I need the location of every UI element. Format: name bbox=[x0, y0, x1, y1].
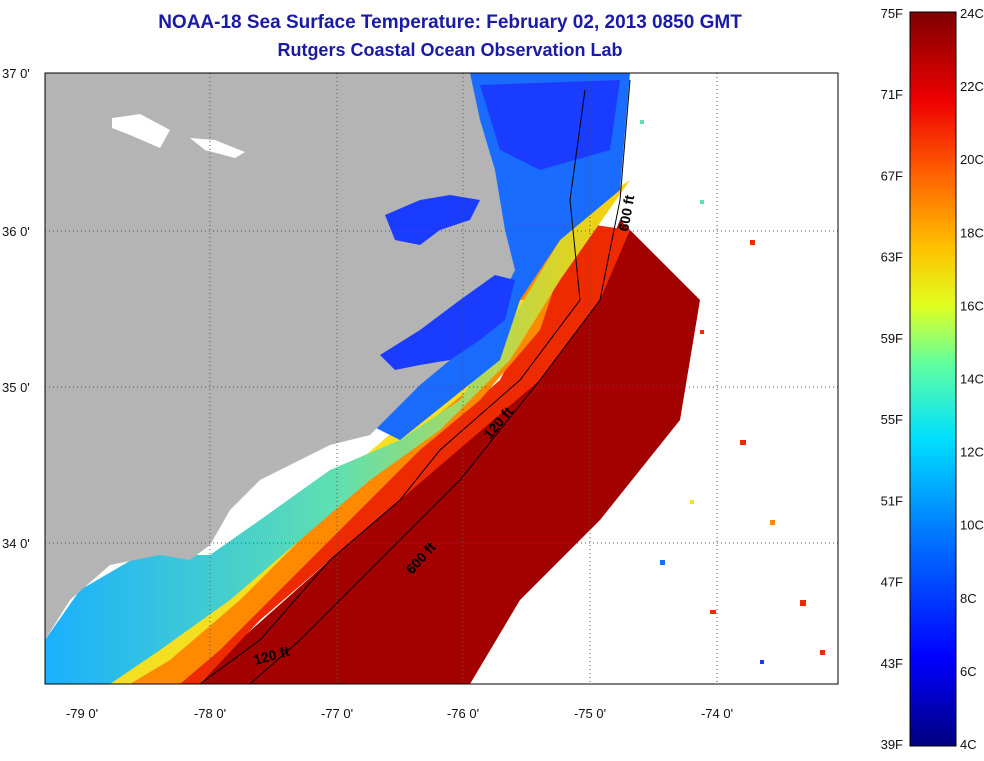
contour-120ft bbox=[199, 89, 586, 684]
colorbar-c-label: 22C bbox=[960, 79, 984, 94]
lon-tick-label: -78 0' bbox=[194, 706, 226, 721]
plot-frame bbox=[44, 72, 839, 685]
map-title: NOAA-18 Sea Surface Temperature: Februar… bbox=[158, 12, 742, 33]
longitude-axis: -79 0' -78 0' -77 0' -76 0' -75 0' -74 0… bbox=[66, 706, 733, 721]
colorbar-f-label: 43F bbox=[881, 656, 903, 671]
colorbar-celsius-labels: 24C 22C 20C 18C 16C 14C 12C 10C 8C 6C 4C bbox=[960, 6, 984, 752]
colorbar-c-label: 10C bbox=[960, 518, 984, 533]
graticule bbox=[45, 73, 838, 684]
latitude-axis: 37 0' 36 0' 35 0' 34 0' bbox=[2, 66, 30, 551]
colorbar-c-label: 6C bbox=[960, 664, 977, 679]
colorbar-f-label: 55F bbox=[881, 412, 903, 427]
lat-tick-label: 34 0' bbox=[2, 536, 30, 551]
colorbar-c-label: 24C bbox=[960, 6, 984, 21]
colorbar-fahrenheit-labels: 75F 71F 67F 63F 59F 55F 51F 47F 43F 39F bbox=[881, 6, 903, 752]
colorbar-f-label: 47F bbox=[881, 575, 903, 590]
offshore-blue-patch bbox=[480, 80, 620, 170]
colorbar-f-label: 39F bbox=[881, 737, 903, 752]
lake-white bbox=[190, 138, 245, 158]
coastal-blue-water bbox=[360, 73, 630, 440]
colorbar-c-label: 16C bbox=[960, 298, 984, 313]
lat-tick-label: 35 0' bbox=[2, 380, 30, 395]
sst-field bbox=[45, 73, 838, 684]
contour-600ft bbox=[249, 79, 631, 684]
colorbar-c-label: 8C bbox=[960, 591, 977, 606]
lon-tick-label: -76 0' bbox=[447, 706, 479, 721]
lon-tick-label: -75 0' bbox=[574, 706, 606, 721]
pamlico-sound bbox=[380, 275, 515, 370]
colorbar-f-label: 71F bbox=[881, 87, 903, 102]
colorbar-f-label: 67F bbox=[881, 168, 903, 183]
map-subtitle: Rutgers Coastal Ocean Observation Lab bbox=[277, 40, 623, 60]
lon-tick-label: -79 0' bbox=[66, 706, 98, 721]
colorbar-c-label: 14C bbox=[960, 372, 984, 387]
cloud-speckle bbox=[640, 120, 825, 664]
colorbar-c-label: 4C bbox=[960, 737, 977, 752]
colorbar-c-label: 18C bbox=[960, 225, 984, 240]
lon-tick-label: -77 0' bbox=[321, 706, 353, 721]
colorbar bbox=[909, 11, 957, 747]
colorbar-f-label: 75F bbox=[881, 6, 903, 21]
colorbar-c-label: 20C bbox=[960, 152, 984, 167]
colorbar-c-label: 12C bbox=[960, 445, 984, 460]
lake-white bbox=[112, 114, 170, 148]
albemarle-sound bbox=[385, 195, 480, 245]
lat-tick-label: 37 0' bbox=[2, 66, 30, 81]
lon-tick-label: -74 0' bbox=[701, 706, 733, 721]
lat-tick-label: 36 0' bbox=[2, 224, 30, 239]
colorbar-f-label: 51F bbox=[881, 493, 903, 508]
colorbar-f-label: 63F bbox=[881, 250, 903, 265]
contour-label: 600 ft bbox=[615, 193, 637, 232]
colorbar-f-label: 59F bbox=[881, 331, 903, 346]
